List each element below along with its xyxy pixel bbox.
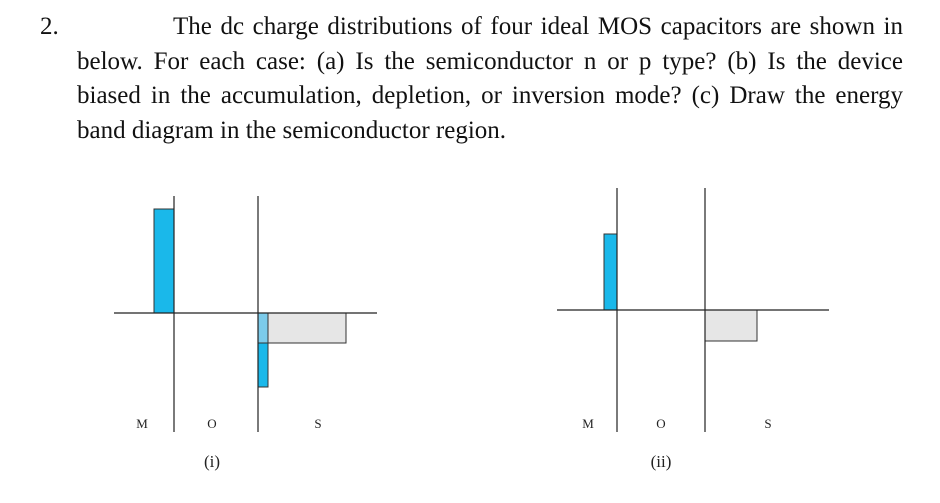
region-label-semiconductor-i: S bbox=[314, 416, 321, 431]
case-label-i: (i) bbox=[204, 452, 220, 471]
region-label-metal-ii: M bbox=[582, 416, 594, 431]
region-label-oxide-i: O bbox=[207, 416, 216, 431]
diagram-case-i: M O S (i) bbox=[114, 196, 377, 471]
interface-positive-bar-i bbox=[257, 312, 269, 344]
problem-number: 2. bbox=[40, 13, 59, 40]
region-label-oxide-ii: O bbox=[656, 416, 665, 431]
metal-charge-bar-ii bbox=[603, 233, 618, 311]
problem-statement: The dc charge distributions of four idea… bbox=[77, 13, 903, 144]
region-label-metal-i: M bbox=[136, 416, 148, 431]
depletion-charge-block-ii bbox=[704, 309, 758, 342]
metal-charge-bar-i bbox=[153, 208, 175, 314]
depletion-charge-block-i bbox=[267, 312, 347, 344]
diagram-case-ii: M O S (ii) bbox=[557, 188, 829, 471]
case-label-ii: (ii) bbox=[651, 452, 672, 471]
region-label-semiconductor-ii: S bbox=[764, 416, 771, 431]
interface-negative-bar-i bbox=[257, 342, 269, 388]
